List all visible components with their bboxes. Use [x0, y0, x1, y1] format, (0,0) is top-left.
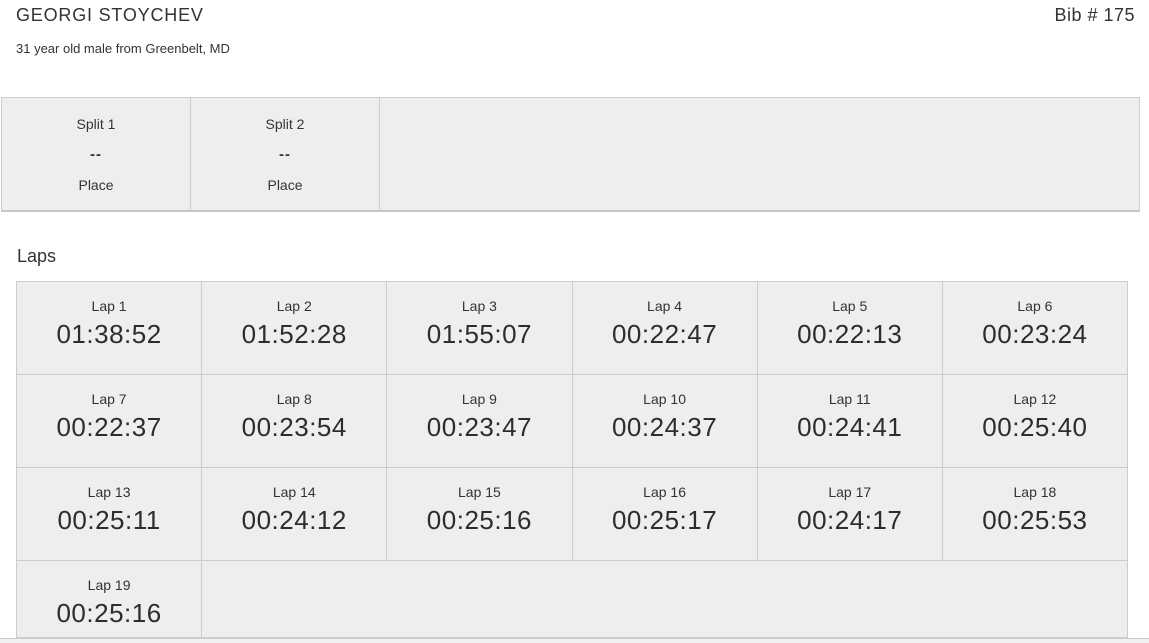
lap-cell: Lap 6 00:23:24	[942, 282, 1127, 374]
lap-label: Lap 15	[458, 484, 501, 500]
lap-time: 00:22:37	[56, 412, 162, 442]
lap-label: Lap 2	[276, 298, 312, 314]
lap-time: 00:23:47	[426, 412, 533, 442]
lap-time: 01:38:52	[56, 319, 162, 349]
lap-time: 00:23:54	[241, 412, 347, 442]
lap-cell: Lap 13 00:25:11	[17, 468, 202, 560]
laps-grid: Lap 1 01:38:52 Lap 2 01:52:28 Lap 3 01:55:07 L…	[16, 281, 1128, 638]
lap-label: Lap 9	[461, 391, 497, 407]
split-place-label: Place	[267, 176, 303, 193]
laps-grid-filler	[202, 561, 1127, 637]
lap-time: 00:25:16	[426, 505, 533, 535]
split-cell: Split 2 -- Place	[191, 98, 380, 210]
lap-time: 00:24:41	[797, 412, 903, 442]
lap-time: 00:22:13	[797, 319, 903, 349]
lap-label: Lap 3	[461, 298, 497, 314]
lap-label: Lap 5	[832, 298, 868, 314]
lap-time: 00:24:12	[241, 505, 347, 535]
lap-time: 00:25:40	[982, 412, 1088, 442]
athlete-description: 31 year old male from Greenbelt, MD	[16, 41, 230, 56]
splits-bar: Split 1 -- Place Split 2 -- Place	[1, 97, 1140, 212]
lap-label: Lap 16	[643, 484, 686, 500]
lap-cell: Lap 7 00:22:37	[17, 375, 202, 467]
lap-time: 01:52:28	[241, 319, 347, 349]
lap-cell: Lap 15 00:25:16	[387, 468, 572, 560]
lap-cell: Lap 3 01:55:07	[387, 282, 572, 374]
lap-cell: Lap 14 00:24:12	[202, 468, 387, 560]
lap-label: Lap 17	[828, 484, 872, 500]
lap-time: 00:24:37	[611, 412, 718, 442]
lap-cell: Lap 9 00:23:47	[387, 375, 572, 467]
lap-cell: Lap 19 00:25:16	[17, 561, 202, 637]
lap-time: 00:25:11	[57, 505, 161, 535]
split-place-label: Place	[78, 176, 114, 193]
split-value: --	[279, 145, 291, 163]
lap-cell: Lap 1 01:38:52	[17, 282, 202, 374]
lap-label: Lap 1	[91, 298, 127, 314]
lap-label: Lap 18	[1013, 484, 1057, 500]
lap-label: Lap 14	[272, 484, 316, 500]
lap-time: 01:55:07	[426, 319, 533, 349]
lap-time: 00:25:53	[982, 505, 1088, 535]
bib-number: Bib # 175	[1054, 5, 1135, 25]
split-label: Split 2	[265, 115, 305, 132]
page-header: GEORGI STOYCHEV Bib # 175	[0, 0, 1149, 26]
lap-label: Lap 13	[87, 484, 131, 500]
lap-cell: Lap 2 01:52:28	[202, 282, 387, 374]
lap-cell: Lap 10 00:24:37	[572, 375, 757, 467]
lap-label: Lap 19	[87, 577, 131, 593]
split-cell: Split 1 -- Place	[2, 98, 191, 210]
lap-cell: Lap 5 00:22:13	[757, 282, 942, 374]
lap-label: Lap 4	[647, 298, 683, 314]
lap-cell: Lap 8 00:23:54	[202, 375, 387, 467]
lap-label: Lap 12	[1013, 391, 1057, 407]
lap-cell: Lap 4 00:22:47	[572, 282, 757, 374]
lap-time: 00:24:17	[797, 505, 903, 535]
lap-time: 00:23:24	[982, 319, 1088, 349]
next-section-edge	[0, 638, 1149, 643]
lap-time: 00:22:47	[611, 319, 718, 349]
lap-cell: Lap 18 00:25:53	[942, 468, 1127, 560]
lap-cell: Lap 12 00:25:40	[942, 375, 1127, 467]
lap-label: Lap 11	[828, 391, 871, 407]
lap-time: 00:25:17	[611, 505, 718, 535]
lap-cell: Lap 17 00:24:17	[757, 468, 942, 560]
lap-label: Lap 6	[1017, 298, 1053, 314]
laps-heading: Laps	[17, 246, 57, 266]
lap-cell: Lap 11 00:24:41	[757, 375, 942, 467]
split-label: Split 1	[76, 115, 116, 132]
lap-label: Lap 7	[91, 391, 127, 407]
lap-label: Lap 10	[643, 391, 686, 407]
lap-cell: Lap 16 00:25:17	[572, 468, 757, 560]
lap-time: 00:25:16	[56, 598, 162, 628]
athlete-name: GEORGI STOYCHEV	[16, 5, 204, 25]
lap-label: Lap 8	[276, 391, 312, 407]
split-value: --	[90, 145, 102, 163]
